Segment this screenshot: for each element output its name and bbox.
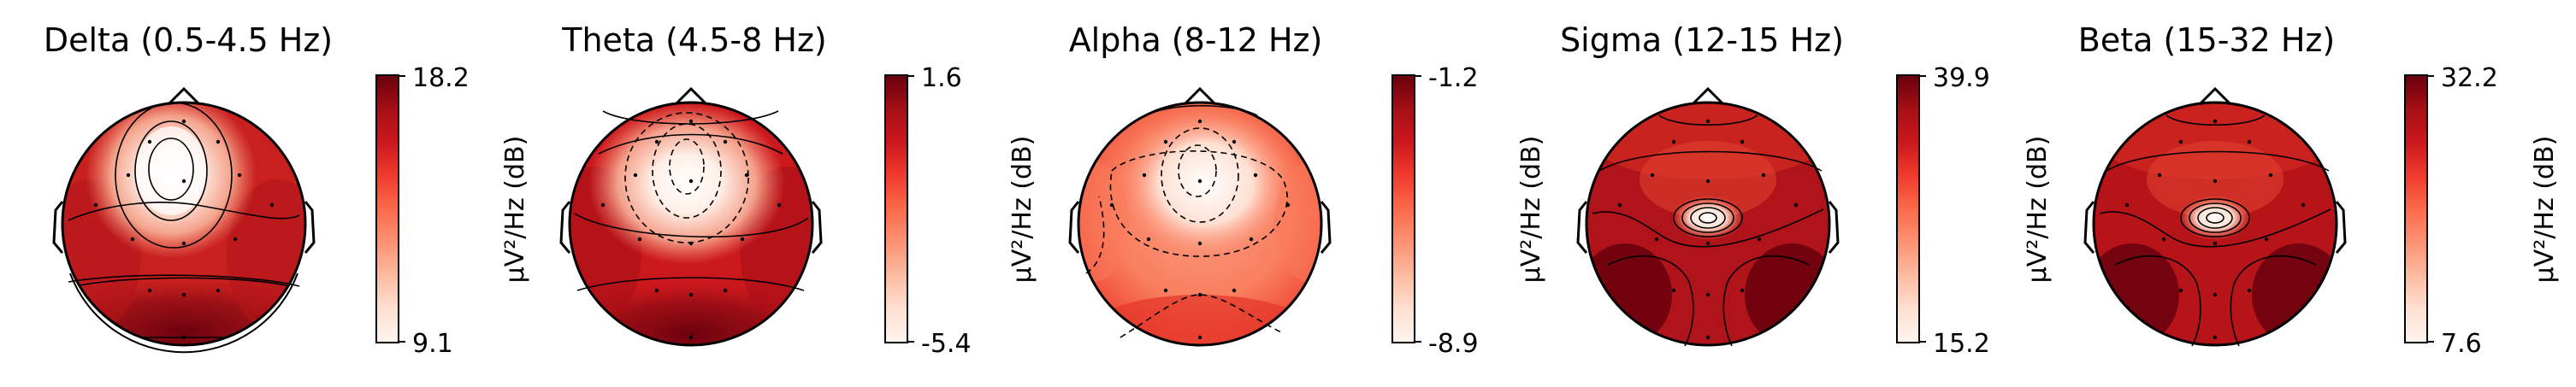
colorbar-max-label: 1.6 [921,63,962,93]
panel-beta: Beta (15-32 Hz) [2078,21,2560,359]
colorbar: 18.2 9.1 µV²/Hz (dB) [375,63,530,359]
panel-title: Beta (15-32 Hz) [2078,21,2335,59]
colorbar-max-label: 39.9 [1933,63,1990,93]
scalp-map [52,86,316,354]
colorbar-axis-label: µV²/Hz (dB) [1516,136,1546,284]
colorbar-max-label: 32.2 [2441,63,2498,93]
colorbar-max-label: 18.2 [412,63,470,93]
colorbar-axis-label: µV²/Hz (dB) [500,136,530,284]
colorbar-axis-label: µV²/Hz (dB) [2023,136,2053,284]
scalp-map [1068,86,1332,347]
colorbar-gradient [884,74,908,343]
colorbar-axis-label: µV²/Hz (dB) [2530,136,2560,284]
panel-sigma: Sigma (12-15 Hz) [1560,21,2053,359]
panel-title: Sigma (12-15 Hz) [1560,21,1844,59]
colorbar-gradient [375,74,399,343]
colorbar: 39.9 15.2 µV²/Hz (dB) [1896,63,2053,359]
panel-theta: Theta (4.5-8 Hz) [559,21,1037,359]
panel-delta: Delta (0.5-4.5 Hz) [44,21,530,359]
panel-alpha: Alpha (8-12 Hz) [1068,21,1546,359]
panel-title: Alpha (8-12 Hz) [1069,21,1323,59]
colorbar-gradient [1896,74,1920,343]
scalp-map [2083,86,2347,347]
colorbar: 32.2 7.6 µV²/Hz (dB) [2404,63,2560,359]
colorbar: -1.2 -8.9 µV²/Hz (dB) [1391,63,1546,359]
colorbar-min-label: -5.4 [921,329,972,359]
panel-title: Theta (4.5-8 Hz) [561,21,827,59]
colorbar-min-label: -8.9 [1428,329,1479,359]
colorbar-max-label: -1.2 [1428,63,1479,93]
panel-title: Delta (0.5-4.5 Hz) [44,21,333,59]
colorbar-min-label: 15.2 [1933,329,1990,359]
colorbar-axis-label: µV²/Hz (dB) [1007,136,1037,284]
colorbar-gradient [2404,74,2428,343]
scalp-map [559,86,823,347]
scalp-map [1576,86,1840,347]
colorbar-min-label: 7.6 [2441,329,2482,359]
colorbar: 1.6 -5.4 µV²/Hz (dB) [884,63,1037,359]
colorbar-gradient [1391,74,1415,343]
colorbar-min-label: 9.1 [412,329,453,359]
